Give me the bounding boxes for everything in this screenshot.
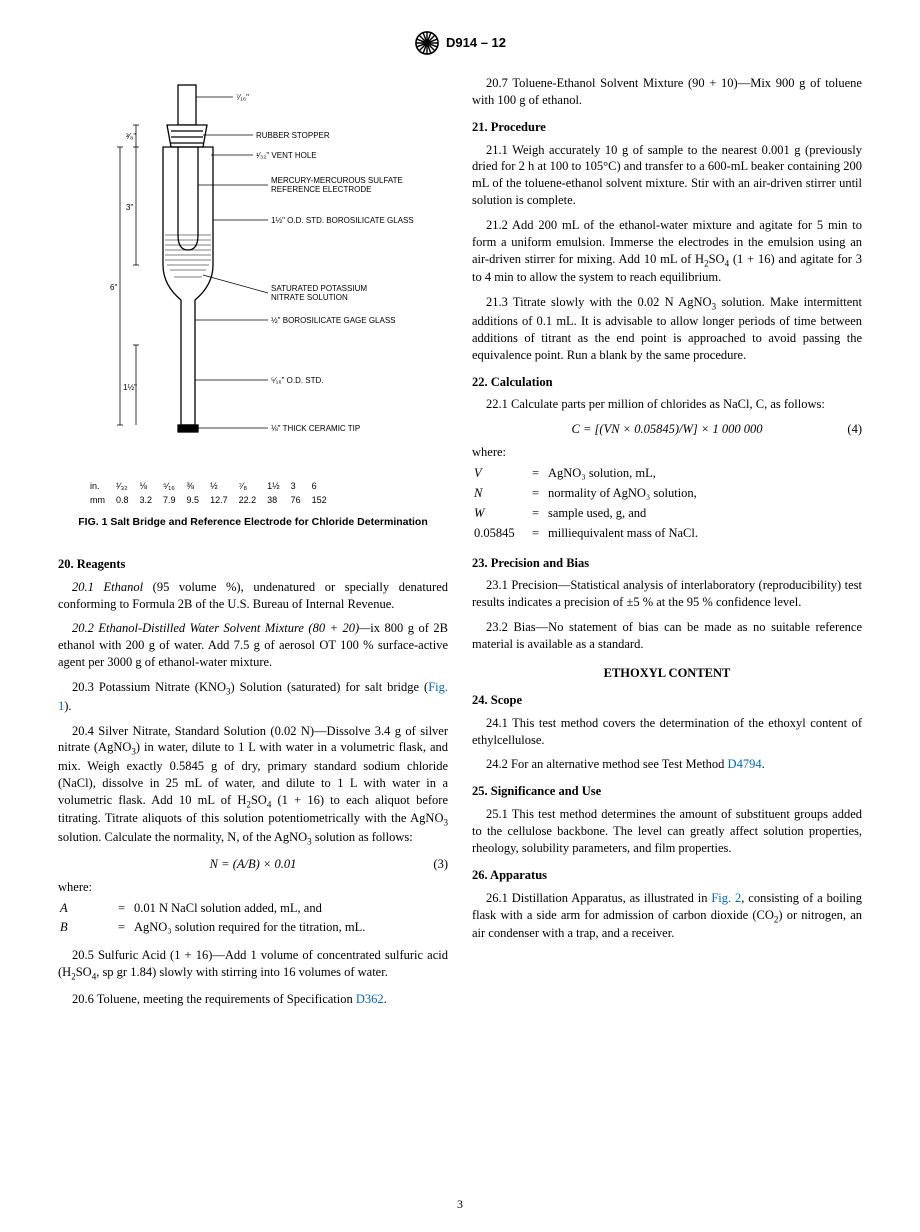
heading-25: 25. Significance and Use — [472, 783, 862, 800]
para-20-1: 20.1 Ethanol (95 volume %), undenatured … — [58, 579, 448, 613]
svg-text:1½": 1½" — [123, 383, 137, 392]
svg-text:¹⁄₃₂" VENT HOLE: ¹⁄₃₂" VENT HOLE — [256, 151, 317, 160]
para-24-1: 24.1 This test method covers the determi… — [472, 715, 862, 749]
para-20-7: 20.7 Toluene-Ethanol Solvent Mixture (90… — [472, 75, 862, 109]
para-21-3: 21.3 Titrate slowly with the 0.02 N AgNO… — [472, 294, 862, 363]
svg-text:SATURATED POTASSIUMNITRATE SOL: SATURATED POTASSIUMNITRATE SOLUTION — [271, 284, 367, 302]
heading-22: 22. Calculation — [472, 374, 862, 391]
heading-ethoxyl: ETHOXYL CONTENT — [472, 665, 862, 682]
para-23-1: 23.1 Precision—Statistical analysis of i… — [472, 577, 862, 611]
svg-text:6": 6" — [110, 283, 117, 292]
para-20-2: 20.2 Ethanol-Distilled Water Solvent Mix… — [58, 620, 448, 671]
para-20-3: 20.3 Potassium Nitrate (KNO3) Solution (… — [58, 679, 448, 715]
fig2-link[interactable]: Fig. 2 — [711, 891, 741, 905]
svg-text:RUBBER STOPPER: RUBBER STOPPER — [256, 131, 330, 140]
para-23-2: 23.2 Bias—No statement of bias can be ma… — [472, 619, 862, 653]
para-20-4: 20.4 Silver Nitrate, Standard Solution (… — [58, 723, 448, 848]
svg-text:⅛" THICK CERAMIC TIP: ⅛" THICK CERAMIC TIP — [271, 424, 360, 433]
heading-26: 26. Apparatus — [472, 867, 862, 884]
left-column: ⁷⁄₁₆" RUBBER STOPPER ¹⁄₃₂" VENT HOLE MER… — [58, 75, 448, 1016]
two-column-layout: ⁷⁄₁₆" RUBBER STOPPER ¹⁄₃₂" VENT HOLE MER… — [58, 75, 862, 1016]
heading-21: 21. Procedure — [472, 119, 862, 136]
astm-logo-icon — [414, 30, 440, 56]
para-21-1: 21.1 Weigh accurately 10 g of sample to … — [472, 142, 862, 210]
page-number: 3 — [0, 1196, 920, 1212]
para-22-1: 22.1 Calculate parts per million of chlo… — [472, 396, 862, 413]
svg-text:½" BOROSILICATE GAGE GLASS: ½" BOROSILICATE GAGE GLASS — [271, 316, 396, 325]
para-20-6: 20.6 Toluene, meeting the requirements o… — [58, 991, 448, 1008]
equation-4: C = [(VN × 0.05845)/W] × 1 000 000(4) — [472, 421, 862, 438]
figure-1: ⁷⁄₁₆" RUBBER STOPPER ¹⁄₃₂" VENT HOLE MER… — [58, 75, 448, 530]
para-20-5: 20.5 Sulfuric Acid (1 + 16)—Add 1 volume… — [58, 947, 448, 983]
d362-link[interactable]: D362 — [356, 992, 384, 1006]
para-26-1: 26.1 Distillation Apparatus, as illustra… — [472, 890, 862, 942]
svg-text:³⁄₈": ³⁄₈" — [126, 132, 136, 141]
var-table-eq4: V=AgNO₃ solution, mL, N=normality of AgN… — [472, 463, 704, 545]
heading-23: 23. Precision and Bias — [472, 555, 862, 572]
var-table-eq3: A=0.01 N NaCl solution added, mL, and B=… — [58, 898, 371, 940]
para-21-2: 21.2 Add 200 mL of the ethanol-water mix… — [472, 217, 862, 286]
right-column: 20.7 Toluene-Ethanol Solvent Mixture (90… — [472, 75, 862, 1016]
para-25-1: 25.1 This test method determines the amo… — [472, 806, 862, 857]
svg-text:MERCURY-MERCUROUS SULFATEREFER: MERCURY-MERCUROUS SULFATEREFERENCE ELECT… — [271, 176, 403, 194]
where-label: where: — [58, 879, 448, 896]
d4794-link[interactable]: D4794 — [728, 757, 762, 771]
equation-3: N = (A/B) × 0.01(3) — [58, 856, 448, 873]
svg-text:⁵⁄₁₆" O.D. STD.: ⁵⁄₁₆" O.D. STD. — [271, 376, 324, 385]
heading-20: 20. Reagents — [58, 556, 448, 573]
svg-text:1½" O.D. STD. BOROSILICATE GLA: 1½" O.D. STD. BOROSILICATE GLASS — [271, 216, 414, 225]
where-label-2: where: — [472, 444, 862, 461]
svg-text:⁷⁄₁₆": ⁷⁄₁₆" — [236, 93, 249, 102]
heading-24: 24. Scope — [472, 692, 862, 709]
doc-id: D914 – 12 — [446, 34, 506, 52]
figure-conversion-table: in.¹⁄₃₂⅛⁵⁄₁₆⅜½⁷⁄₈1½36 mm0.83.27.99.512.7… — [88, 478, 338, 508]
page-header: D914 – 12 — [58, 30, 862, 61]
figure-caption: FIG. 1 Salt Bridge and Reference Electro… — [58, 516, 448, 530]
svg-text:3": 3" — [126, 203, 133, 212]
para-24-2: 24.2 For an alternative method see Test … — [472, 756, 862, 773]
